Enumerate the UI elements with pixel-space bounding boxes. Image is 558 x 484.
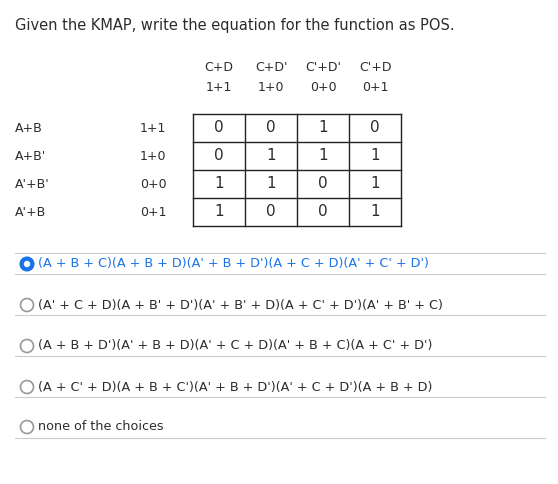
Text: (A + B + C)(A + B + D)(A' + B + D')(A + C + D)(A' + C' + D'): (A + B + C)(A + B + D)(A' + B + D')(A + … — [37, 257, 429, 271]
Circle shape — [21, 257, 33, 271]
Text: 0: 0 — [266, 205, 276, 220]
Text: A'+B': A'+B' — [15, 178, 50, 191]
Text: 1: 1 — [214, 205, 224, 220]
Circle shape — [25, 261, 30, 267]
Text: 0: 0 — [214, 121, 224, 136]
Text: 1: 1 — [214, 177, 224, 192]
Circle shape — [21, 380, 33, 393]
Text: 1+1: 1+1 — [140, 121, 166, 135]
Text: C+D': C+D' — [255, 61, 287, 74]
Text: none of the choices: none of the choices — [37, 421, 163, 434]
Text: 0+1: 0+1 — [140, 206, 166, 218]
Text: 1: 1 — [266, 177, 276, 192]
Text: 1+0: 1+0 — [140, 150, 166, 163]
Text: 1: 1 — [370, 177, 380, 192]
Circle shape — [21, 421, 33, 434]
Text: C'+D: C'+D — [359, 61, 391, 74]
Text: 1: 1 — [370, 205, 380, 220]
Text: A+B': A+B' — [15, 150, 46, 163]
Text: 0: 0 — [318, 205, 328, 220]
Text: C+D: C+D — [204, 61, 233, 74]
Text: 1+0: 1+0 — [258, 81, 284, 94]
Text: (A + B + D')(A' + B + D)(A' + C + D)(A' + B + C)(A + C' + D'): (A + B + D')(A' + B + D)(A' + C + D)(A' … — [37, 339, 432, 352]
Circle shape — [21, 299, 33, 312]
Text: (A + C' + D)(A + B + C')(A' + B + D')(A' + C + D')(A + B + D): (A + C' + D)(A + B + C')(A' + B + D')(A'… — [37, 380, 432, 393]
Text: 0+0: 0+0 — [140, 178, 167, 191]
Text: 0: 0 — [318, 177, 328, 192]
Text: A'+B: A'+B — [15, 206, 46, 218]
Text: 0: 0 — [266, 121, 276, 136]
Text: 1: 1 — [318, 121, 328, 136]
Text: 1: 1 — [370, 149, 380, 164]
Text: 0+1: 0+1 — [362, 81, 388, 94]
Text: 0: 0 — [214, 149, 224, 164]
Text: 1: 1 — [318, 149, 328, 164]
Text: C'+D': C'+D' — [305, 61, 341, 74]
Text: 1+1: 1+1 — [206, 81, 232, 94]
Text: 0: 0 — [370, 121, 380, 136]
Text: Given the KMAP, write the equation for the function as POS.: Given the KMAP, write the equation for t… — [15, 18, 455, 33]
Text: (A' + C + D)(A + B' + D')(A' + B' + D)(A + C' + D')(A' + B' + C): (A' + C + D)(A + B' + D')(A' + B' + D)(A… — [37, 299, 442, 312]
Text: 0+0: 0+0 — [310, 81, 336, 94]
Circle shape — [21, 339, 33, 352]
Text: 1: 1 — [266, 149, 276, 164]
Text: A+B: A+B — [15, 121, 43, 135]
